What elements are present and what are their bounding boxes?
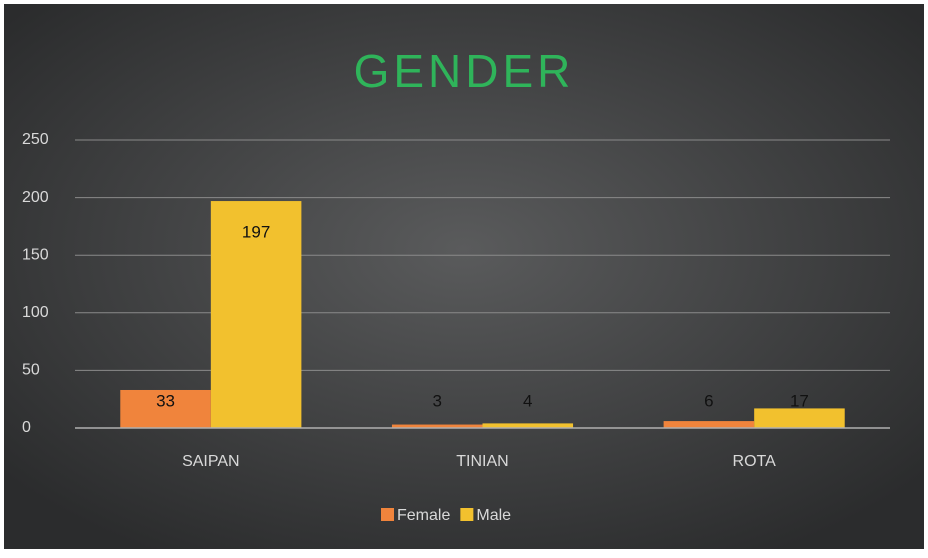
bar — [210, 201, 302, 428]
data-label: 3 — [432, 391, 441, 410]
data-label: 197 — [242, 223, 270, 242]
bar — [482, 423, 574, 428]
bar — [663, 421, 755, 428]
y-tick-label: 150 — [22, 246, 49, 263]
y-tick-label: 100 — [22, 304, 49, 321]
bar — [391, 424, 483, 428]
chart-title: GENDER — [354, 45, 575, 97]
x-tick-label: ROTA — [733, 453, 777, 470]
data-label: 6 — [704, 391, 713, 410]
data-label: 17 — [790, 391, 809, 410]
legend-swatch — [381, 508, 394, 521]
x-tick-label: SAIPAN — [182, 453, 240, 470]
y-tick-label: 50 — [22, 362, 40, 379]
y-tick-label: 250 — [22, 131, 49, 148]
bar — [754, 408, 845, 428]
y-tick-label: 200 — [22, 189, 49, 206]
x-tick-label: TINIAN — [456, 453, 508, 470]
bar — [120, 389, 211, 428]
background — [4, 4, 924, 549]
y-tick-label: 0 — [22, 419, 31, 436]
legend-label: Male — [476, 507, 511, 524]
legend-swatch — [460, 508, 474, 521]
data-label: 4 — [523, 391, 532, 410]
data-label: 33 — [156, 391, 175, 410]
legend-label: Female — [397, 507, 450, 524]
